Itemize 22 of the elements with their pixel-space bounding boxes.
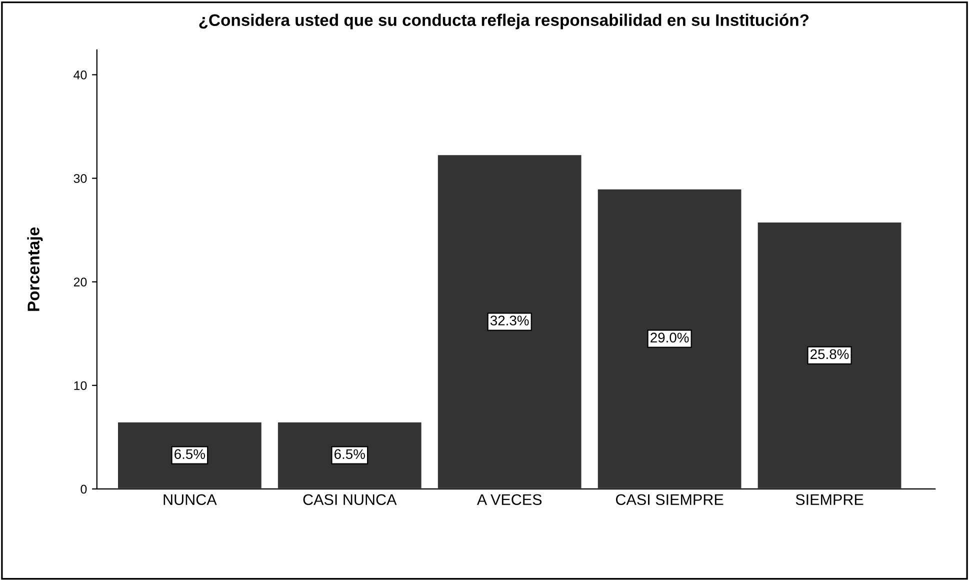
bar xyxy=(756,221,903,489)
chart-title: ¿Considera usted que su conducta refleja responsabilidad en su Institución? xyxy=(199,14,809,30)
x-tick-label: A VECES xyxy=(476,494,542,506)
y-tick-label: 10 xyxy=(74,381,87,390)
bar xyxy=(596,188,743,489)
x-tick-label: SIEMPRE xyxy=(796,494,864,506)
y-tick-label: 30 xyxy=(74,174,87,183)
data-label: 25.8% xyxy=(810,349,849,360)
y-tick-label: 0 xyxy=(80,484,87,494)
data-label: 32.3% xyxy=(490,316,529,326)
y-axis-title: Porcentaje xyxy=(27,227,43,311)
y-tick-label: 20 xyxy=(74,278,87,286)
x-tick-label: NUNCA xyxy=(164,494,217,506)
bar xyxy=(276,420,423,489)
y-tick-label: 40 xyxy=(74,70,87,80)
bar xyxy=(116,420,263,489)
bar xyxy=(436,154,583,489)
x-tick-label: CASI NUNCA xyxy=(303,494,397,506)
data-label: 6.5% xyxy=(174,449,206,460)
data-label: 6.5% xyxy=(334,449,365,460)
data-label: 29.0% xyxy=(650,332,689,343)
x-tick-label: CASI SIEMPRE xyxy=(616,494,724,506)
